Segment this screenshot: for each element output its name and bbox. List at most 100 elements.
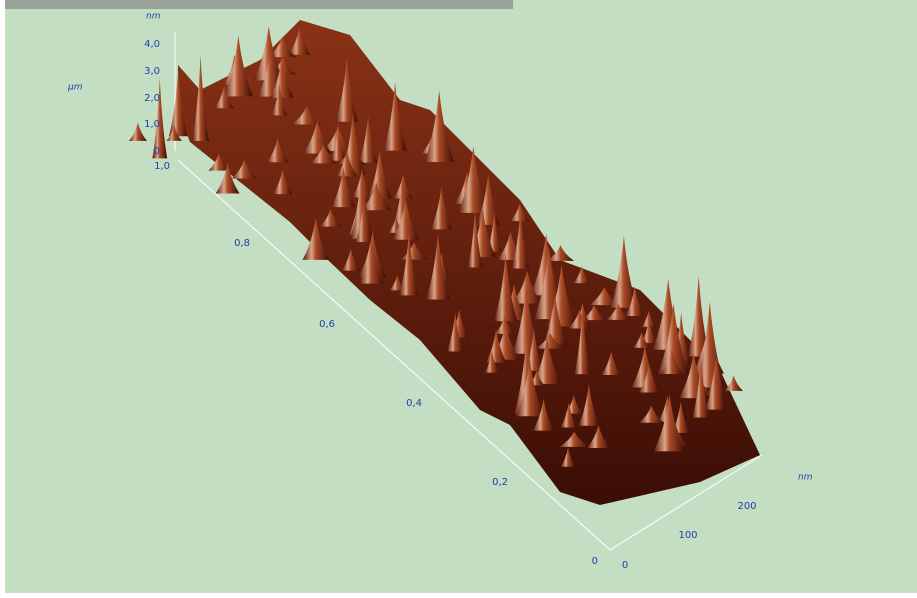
peak — [231, 159, 258, 179]
peak — [494, 253, 518, 322]
peak — [331, 123, 346, 161]
peak — [515, 359, 545, 417]
peak — [692, 358, 710, 418]
peak — [392, 199, 420, 240]
peak — [331, 167, 356, 208]
peak — [638, 405, 664, 423]
z-tick-label: 0 — [154, 146, 160, 157]
peak — [302, 119, 332, 154]
peak — [361, 182, 392, 211]
peak — [641, 310, 657, 327]
peak — [192, 55, 209, 142]
peak — [214, 86, 235, 109]
peak — [487, 212, 502, 252]
peaks — [128, 26, 743, 467]
peak — [424, 90, 455, 162]
peak — [641, 319, 657, 344]
peak — [560, 402, 577, 428]
peak — [573, 266, 591, 284]
peak — [578, 383, 600, 426]
peak — [587, 425, 611, 449]
peak — [543, 294, 568, 345]
peak — [359, 237, 384, 284]
peak — [291, 106, 322, 125]
peak — [268, 36, 296, 58]
peak — [530, 233, 562, 296]
y-axis — [177, 159, 611, 551]
peak — [535, 333, 566, 349]
peak — [426, 233, 450, 300]
z-tick-label: 3,0 — [144, 66, 160, 77]
peak — [310, 144, 337, 164]
peak — [447, 312, 464, 352]
peak — [671, 401, 690, 434]
y-tick-label: 0,6 — [319, 319, 335, 330]
peak — [660, 348, 684, 375]
peak — [341, 248, 360, 271]
peak — [166, 125, 182, 141]
peak — [588, 286, 620, 306]
peak — [632, 332, 651, 348]
peak — [581, 305, 607, 321]
y-tick-label: 0,2 — [492, 477, 508, 488]
peak — [355, 201, 372, 242]
peak — [653, 394, 686, 452]
peak — [574, 305, 591, 375]
peak — [350, 168, 374, 239]
peak — [625, 286, 644, 317]
peak — [511, 270, 543, 304]
z-tick-label: 1,0 — [144, 119, 160, 130]
x-tick-label: 0 — [622, 560, 628, 571]
peak — [128, 122, 148, 141]
peak — [319, 209, 342, 227]
peak — [253, 26, 284, 81]
peak — [215, 162, 240, 194]
peak — [532, 398, 555, 431]
peak — [458, 146, 489, 213]
peak — [485, 328, 507, 363]
peak — [367, 150, 392, 199]
peak — [532, 336, 562, 385]
peak — [430, 186, 453, 230]
peak — [724, 375, 743, 391]
peak — [510, 203, 530, 222]
peak — [288, 27, 311, 55]
peak — [169, 69, 188, 137]
peak — [467, 209, 483, 268]
peak — [494, 315, 515, 334]
peak — [271, 83, 288, 116]
peak — [208, 153, 230, 171]
peak — [601, 351, 622, 375]
peak — [302, 217, 330, 260]
peak — [687, 275, 710, 357]
peak — [389, 275, 406, 291]
peak — [705, 360, 726, 410]
peak — [270, 57, 294, 98]
peak — [152, 77, 168, 159]
peak — [335, 58, 359, 122]
peak — [383, 82, 407, 151]
peak — [511, 212, 530, 269]
peak — [358, 116, 378, 163]
y-tick-label: 1,0 — [154, 161, 170, 172]
peak — [560, 447, 576, 467]
y-tick-label: 0,4 — [406, 398, 422, 409]
peak — [606, 303, 631, 320]
y-tick-label: 0,8 — [234, 238, 250, 249]
peak — [399, 231, 419, 296]
x-unit: nm — [798, 473, 813, 483]
peak — [484, 351, 500, 373]
x-axis — [609, 454, 763, 551]
peak — [609, 263, 638, 308]
peak — [336, 150, 358, 177]
z-unit: nm — [146, 12, 161, 22]
y-unit: µm — [67, 83, 83, 93]
y-tick-label: 0 — [592, 556, 598, 567]
z-tick-label: 2,0 — [144, 93, 160, 104]
header-strip — [5, 0, 513, 9]
peak — [266, 137, 289, 163]
peak — [546, 245, 575, 261]
x-tick-label: 200 — [737, 501, 756, 512]
peak — [272, 169, 293, 195]
